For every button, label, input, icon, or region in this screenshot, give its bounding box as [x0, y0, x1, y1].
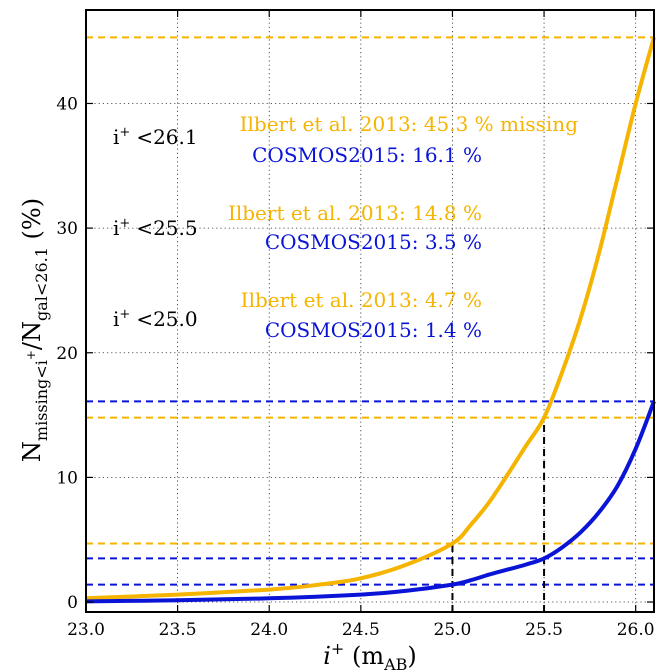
- y-axis-sub1: missing<i: [32, 360, 51, 441]
- x-tick-label: 23.5: [159, 620, 197, 640]
- x-axis-var: i: [323, 642, 331, 670]
- svg-text:i+<25.5: i+ <25.5: [113, 216, 198, 240]
- x-axis-unit-sub: AB: [383, 655, 407, 671]
- y-axis-n1: N: [18, 441, 46, 462]
- x-tick-label: 23.0: [67, 620, 105, 640]
- annotation-cut-26-1: i+ <26.1 Ilbert et al. 2013: 45.3 % missi…: [113, 112, 578, 167]
- annotation-cut-sup: +: [119, 125, 130, 140]
- x-tick-label: 24.5: [342, 620, 380, 640]
- x-axis-title: i+ (mAB): [323, 639, 417, 671]
- series-line: [85, 400, 656, 604]
- svg-text:i+<25.0: i+ <25.0: [113, 307, 198, 331]
- annotation-cut-sup: +: [119, 307, 130, 322]
- x-axis-unit-open: (m: [344, 642, 384, 670]
- y-tick-label: 30: [56, 219, 78, 239]
- x-axis-unit-close: ): [407, 642, 416, 670]
- annotation-cut-value: <25.5: [136, 216, 197, 240]
- series-line: [85, 36, 656, 601]
- y-tick-label: 40: [56, 94, 78, 114]
- svg-text:i+<26.1: i+ <26.1: [113, 125, 198, 149]
- annotation-ilbert-text: Ilbert et al. 2013: 14.8 %: [228, 201, 482, 225]
- x-axis-sup: +: [331, 639, 344, 658]
- reference-hlines: [86, 36, 654, 586]
- y-axis-sup1: +: [24, 350, 38, 360]
- annotation-cut-value: <25.0: [136, 307, 197, 331]
- x-tick-label: 25.0: [434, 620, 472, 640]
- plot-frame: [85, 9, 655, 613]
- y-axis-sub2: gal<26.1: [32, 247, 51, 321]
- annotation-ilbert-text: Ilbert et al. 2013: 4.7 %: [241, 288, 482, 312]
- y-tick-label: 10: [56, 468, 78, 488]
- annotation-ilbert-text: Ilbert et al. 2013: 45.3 % missing: [240, 112, 579, 136]
- tick-layer: 23.0 23.5 24.0 24.5 25.0 25.5 26.0 0 10 20 30 40: [56, 10, 655, 640]
- annotation-cut-25-5: i+ <25.5 Ilbert et al. 2013: 14.8 % COSMO…: [113, 201, 482, 254]
- annotation-cut-var: i: [113, 216, 119, 240]
- annotation-cut-25-0: i+ <25.0 Ilbert et al. 2013: 4.7 % COSMOS…: [113, 288, 482, 342]
- y-tick-label: 20: [56, 344, 78, 364]
- x-tick-label: 26.0: [617, 620, 655, 640]
- reference-vlines: [451, 417, 546, 612]
- series-layer: [85, 36, 656, 604]
- annotation-cut-var: i: [113, 307, 119, 331]
- y-axis-unit: (%): [18, 198, 46, 247]
- annotation-cut-var: i: [113, 125, 119, 149]
- x-tick-label: 24.0: [250, 620, 288, 640]
- annotation-cosmos-text: COSMOS2015: 3.5 %: [265, 230, 482, 254]
- y-axis-title: Nmissing<i+/Ngal<26.1 (%): [18, 198, 51, 462]
- annotation-cut-sup: +: [119, 216, 130, 231]
- y-tick-label: 0: [67, 593, 78, 613]
- annotation-cosmos-text: COSMOS2015: 16.1 %: [252, 143, 482, 167]
- annotation-cut-value: <26.1: [136, 125, 197, 149]
- annotation-cosmos-text: COSMOS2015: 1.4 %: [265, 318, 482, 342]
- y-axis-slash: /N: [18, 321, 46, 350]
- x-tick-label: 25.5: [525, 620, 563, 640]
